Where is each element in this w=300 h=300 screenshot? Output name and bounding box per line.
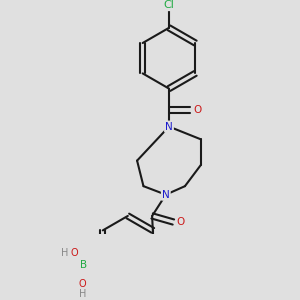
Text: H: H <box>79 289 86 299</box>
Text: O: O <box>177 217 185 227</box>
Text: O: O <box>79 279 86 289</box>
Text: O: O <box>71 248 79 258</box>
Text: B: B <box>80 260 87 270</box>
Text: H: H <box>61 248 68 258</box>
Text: O: O <box>194 105 202 115</box>
Text: Cl: Cl <box>164 0 174 10</box>
Text: N: N <box>165 122 173 132</box>
Text: N: N <box>162 190 170 200</box>
